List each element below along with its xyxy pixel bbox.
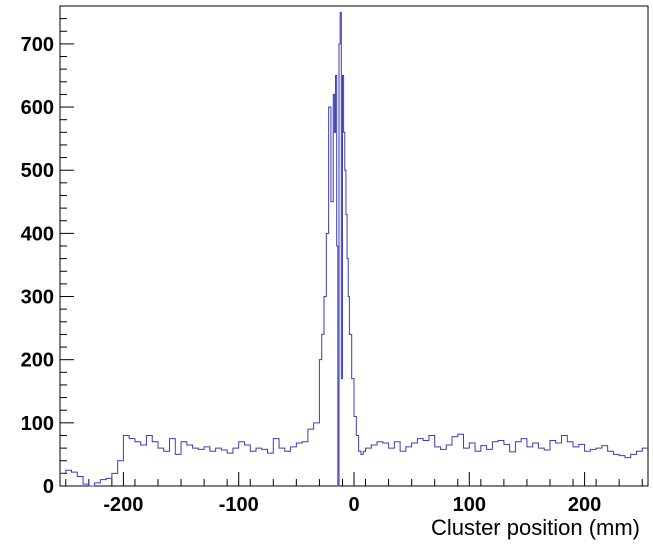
y-tick-label: 500: [21, 160, 54, 182]
y-tick-label: 200: [21, 350, 54, 372]
x-tick-label: 0: [348, 494, 359, 516]
y-tick-label: 700: [21, 34, 54, 56]
y-tick-label: 300: [21, 287, 54, 309]
y-tick-label: 0: [43, 476, 54, 498]
x-axis: -200 -100 0 100 200: [65, 472, 643, 516]
x-tick-label: -200: [103, 494, 143, 516]
x-axis-title: Cluster position (mm): [431, 515, 640, 540]
x-tick-label: 200: [568, 494, 601, 516]
y-tick-label: 600: [21, 97, 54, 119]
x-tick-label: -100: [219, 494, 259, 516]
histogram-series-line: [60, 11, 648, 487]
y-axis: 0 100 200 300 400 500 600 700: [21, 5, 74, 498]
y-tick-label: 400: [21, 223, 54, 245]
y-tick-label: 100: [21, 413, 54, 435]
x-tick-label: 100: [453, 494, 486, 516]
